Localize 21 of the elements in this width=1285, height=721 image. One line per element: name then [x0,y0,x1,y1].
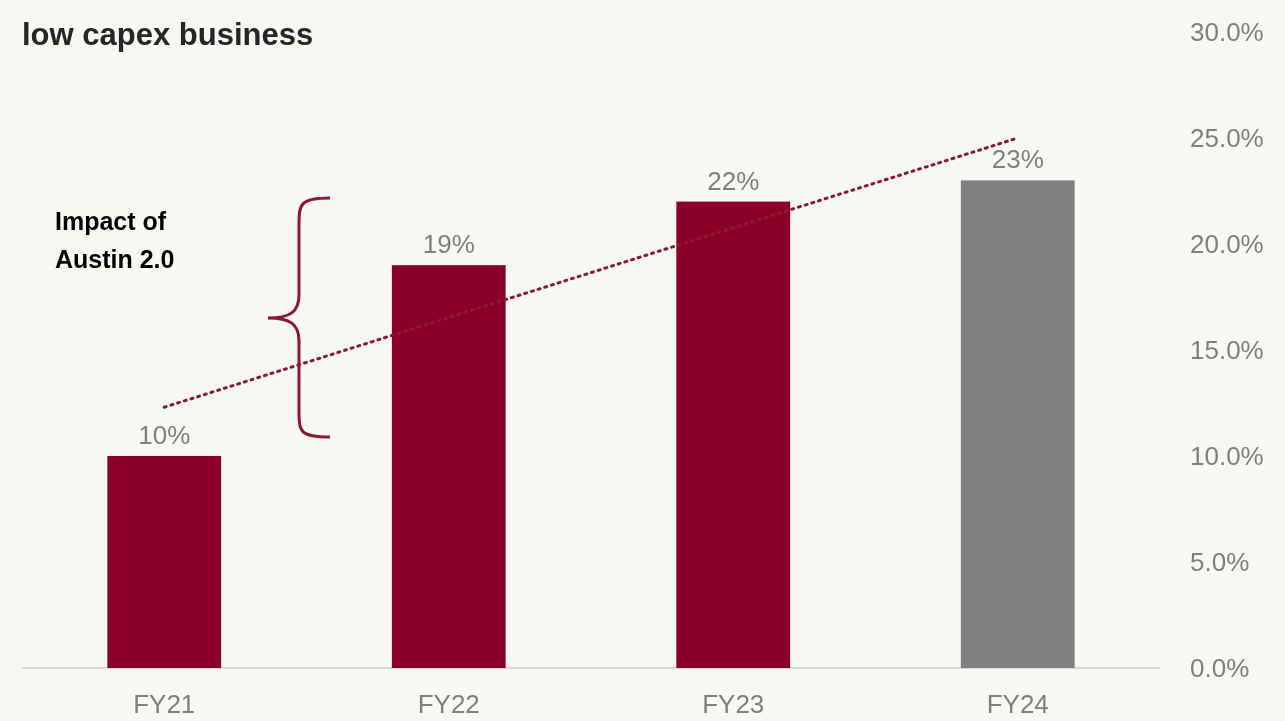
x-tick-label: FY21 [133,689,196,719]
x-tick-label: FY24 [986,689,1049,719]
bar [107,456,222,668]
y-tick-label: 30.0% [1190,17,1264,48]
y-tick-label: 20.0% [1190,229,1264,260]
data-label: 23% [991,144,1044,175]
bar [676,201,791,668]
y-tick-label: 25.0% [1190,123,1264,154]
y-tick-label: 10.0% [1190,441,1264,472]
data-label: 10% [138,420,191,450]
y-tick-label: 15.0% [1190,335,1264,366]
data-label: 22% [707,165,760,196]
bar [960,180,1075,668]
y-tick-label: 5.0% [1190,547,1250,578]
x-tick-label: FY23 [702,689,765,719]
annotation: Impact of Austin 2.0 [55,207,175,273]
data-label: 19% [422,229,475,260]
chart-title: low capex business [22,17,314,52]
y-tick-label: 0.0% [1190,653,1250,684]
bar [391,265,506,668]
x-tick-label: FY22 [417,689,480,719]
